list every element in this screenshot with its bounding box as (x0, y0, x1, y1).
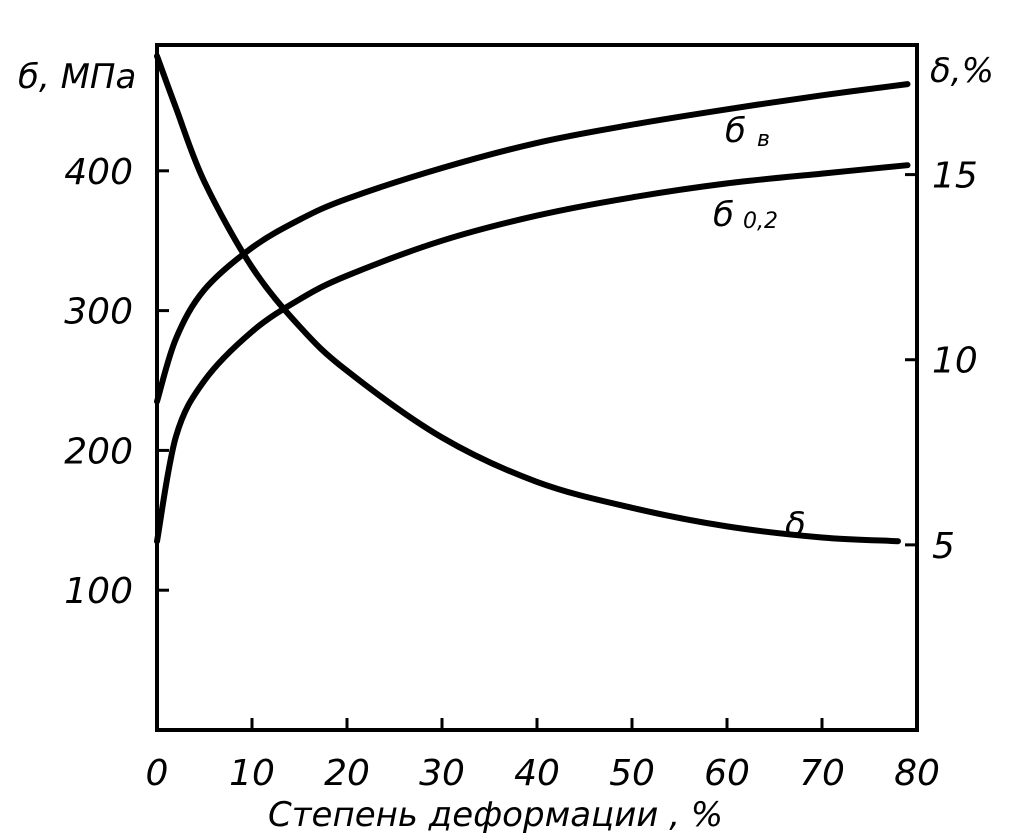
x-tick-label: 40 (514, 753, 560, 794)
y-left-tick-label: 200 (64, 431, 133, 472)
y-left-tick-label: 400 (64, 152, 133, 193)
series-label-subscript: в (757, 127, 770, 152)
x-tick-label: 20 (324, 753, 370, 794)
series-line (154, 81, 911, 405)
x-tick-label: 70 (799, 753, 845, 794)
y-right-tick-label: 5 (932, 526, 955, 567)
series-line (154, 53, 901, 545)
x-tick-label: 30 (419, 753, 465, 794)
y-right-axis-title: δ,% (930, 51, 994, 91)
y-left-axis-title: б, МПа (18, 57, 136, 97)
y-right-tick-label: 15 (932, 156, 978, 197)
x-axis-title: Степень деформации , % (268, 795, 723, 835)
x-tick-label: 10 (229, 753, 275, 794)
x-tick-label: 60 (704, 753, 750, 794)
series-label: б (713, 195, 734, 235)
series-layer (154, 53, 911, 545)
plot-frame (155, 43, 919, 732)
series-label-subscript: 0,2 (743, 209, 778, 234)
series-label: б (725, 111, 746, 151)
y-left-tick-label: 300 (64, 292, 133, 333)
series-label: δ (785, 505, 806, 545)
ticks-layer (155, 169, 919, 730)
series-line (154, 162, 911, 545)
y-left-tick-label: 100 (64, 571, 133, 612)
x-tick-label: 80 (894, 753, 940, 794)
x-tick-label: 0 (146, 753, 169, 794)
y-right-tick-label: 10 (932, 341, 978, 382)
x-tick-label: 50 (609, 753, 655, 794)
